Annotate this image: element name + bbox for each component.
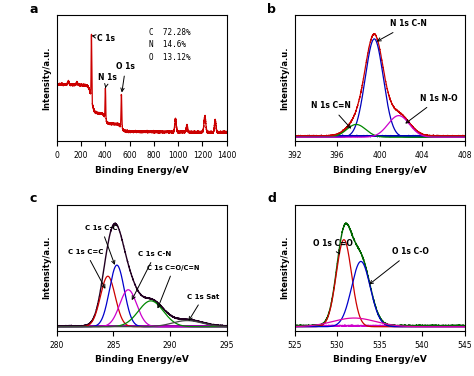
- X-axis label: Binding Energy/eV: Binding Energy/eV: [95, 355, 189, 364]
- Text: N 1s: N 1s: [98, 73, 117, 88]
- Text: N 1s C=N: N 1s C=N: [310, 101, 350, 128]
- Text: N 1s N-O: N 1s N-O: [406, 94, 457, 123]
- Text: C  72.28%
N  14.6%
O  13.12%: C 72.28% N 14.6% O 13.12%: [148, 28, 190, 62]
- Y-axis label: Intensity/a.u.: Intensity/a.u.: [280, 236, 289, 299]
- X-axis label: Binding Energy/eV: Binding Energy/eV: [333, 355, 427, 364]
- X-axis label: Binding Energy/eV: Binding Energy/eV: [333, 166, 427, 175]
- Text: a: a: [30, 3, 38, 15]
- Text: d: d: [267, 192, 276, 205]
- Y-axis label: Intensity/a.u.: Intensity/a.u.: [42, 47, 51, 110]
- Y-axis label: Intensity/a.u.: Intensity/a.u.: [42, 236, 51, 299]
- Text: C 1s Sat: C 1s Sat: [187, 294, 219, 320]
- Text: b: b: [267, 3, 276, 15]
- Text: C 1s: C 1s: [92, 34, 115, 43]
- Text: C 1s C-N: C 1s C-N: [132, 251, 172, 299]
- X-axis label: Binding Energy/eV: Binding Energy/eV: [95, 166, 189, 175]
- Text: O 1s: O 1s: [116, 62, 135, 91]
- Text: O 1s C-O: O 1s C-O: [370, 247, 429, 284]
- Y-axis label: Intensity/a.u.: Intensity/a.u.: [280, 47, 289, 110]
- Text: C 1s C=O/C=N: C 1s C=O/C=N: [147, 265, 200, 308]
- Text: C 1s C=C: C 1s C=C: [68, 249, 105, 288]
- Text: O 1s C=O: O 1s C=O: [313, 239, 353, 254]
- Text: C 1s C-C: C 1s C-C: [85, 226, 118, 264]
- Text: c: c: [30, 192, 37, 205]
- Text: N 1s C-N: N 1s C-N: [378, 20, 427, 41]
